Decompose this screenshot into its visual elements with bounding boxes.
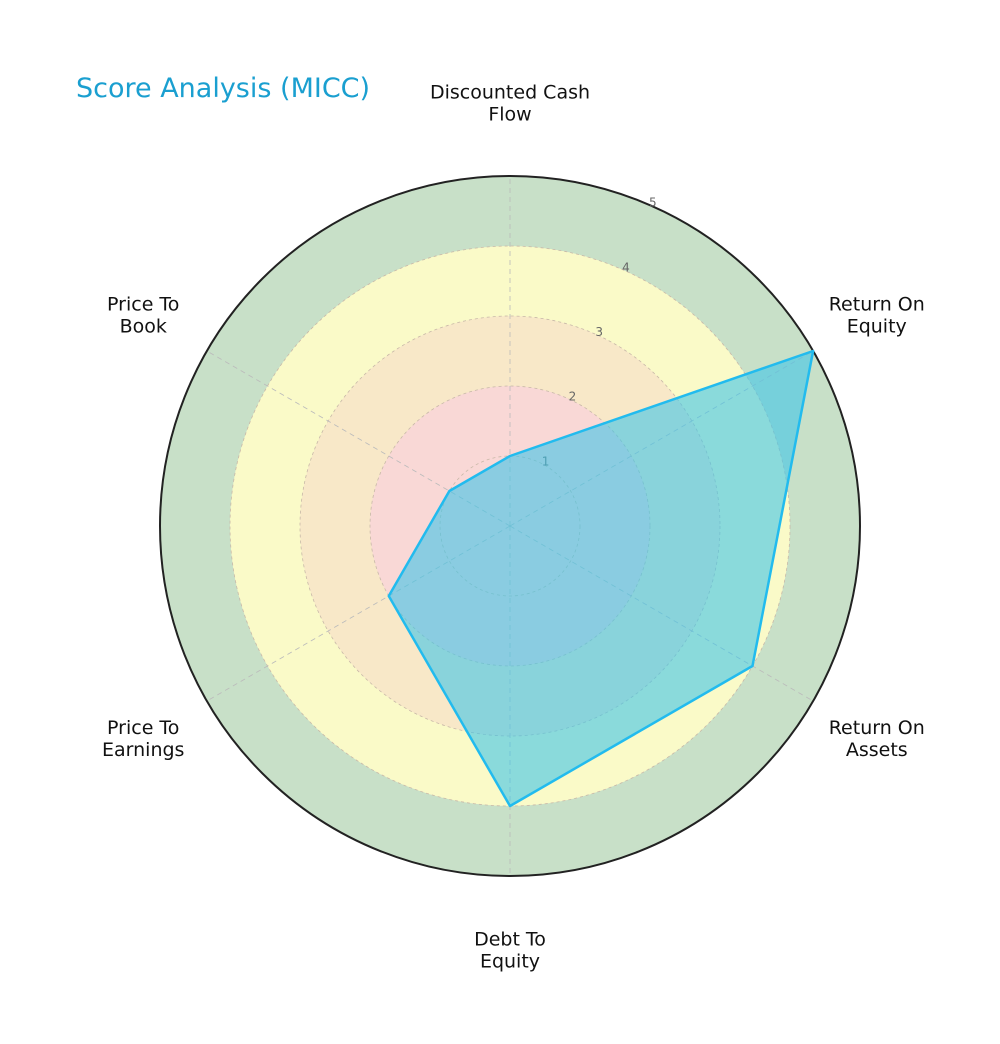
axis-label: Return On Assets xyxy=(829,717,925,761)
axis-label: Price To Book xyxy=(107,293,179,337)
r-tick-label: 2 xyxy=(569,390,577,404)
r-tick-label: 5 xyxy=(649,196,657,210)
r-tick-label: 3 xyxy=(595,325,603,339)
axis-label: Debt To Equity xyxy=(474,929,546,973)
chart-title: Score Analysis (MICC) xyxy=(76,73,370,104)
r-tick-label: 4 xyxy=(622,260,630,274)
series-polygon-MICC xyxy=(387,349,815,808)
axis-label: Return On Equity xyxy=(829,293,925,337)
outer-frame xyxy=(159,175,861,877)
axis-label: Price To Earnings xyxy=(102,717,184,761)
axis-label: Discounted Cash Flow xyxy=(430,82,590,126)
